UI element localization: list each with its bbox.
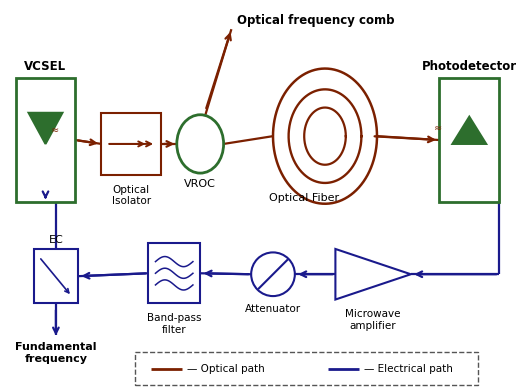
FancyBboxPatch shape	[34, 249, 78, 303]
Ellipse shape	[251, 252, 295, 296]
Text: Optical frequency comb: Optical frequency comb	[237, 14, 394, 27]
FancyBboxPatch shape	[439, 78, 499, 202]
FancyBboxPatch shape	[16, 78, 75, 202]
Text: Optical
Isolator: Optical Isolator	[112, 185, 151, 207]
Text: Microwave
amplifier: Microwave amplifier	[345, 309, 401, 331]
Text: — Electrical path: — Electrical path	[364, 364, 453, 373]
FancyBboxPatch shape	[101, 113, 161, 175]
Polygon shape	[335, 249, 411, 300]
Text: Fundamental
frequency: Fundamental frequency	[15, 342, 97, 364]
Text: Band-pass
filter: Band-pass filter	[147, 313, 201, 335]
Text: — Optical path: — Optical path	[187, 364, 265, 373]
Text: ≈: ≈	[434, 123, 442, 133]
FancyBboxPatch shape	[148, 243, 200, 303]
Text: Optical Fiber: Optical Fiber	[269, 193, 339, 203]
Text: Photodetector: Photodetector	[422, 60, 517, 73]
Text: VCSEL: VCSEL	[24, 60, 67, 73]
Polygon shape	[29, 113, 62, 144]
Text: VROC: VROC	[184, 179, 216, 189]
Text: ≈: ≈	[51, 125, 59, 135]
Text: EC: EC	[48, 235, 63, 245]
Polygon shape	[452, 117, 486, 144]
Text: Attenuator: Attenuator	[245, 304, 301, 314]
